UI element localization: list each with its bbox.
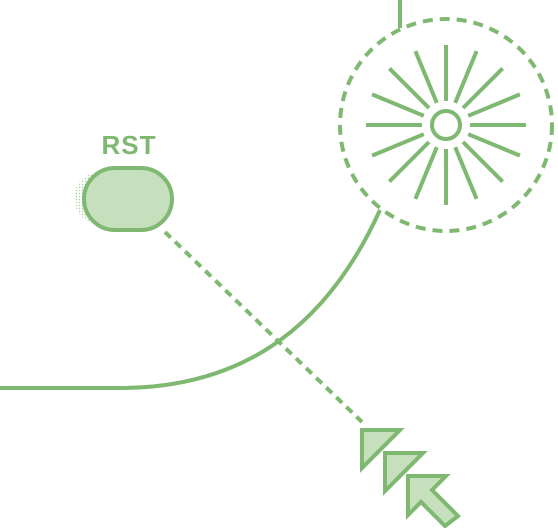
sun-ray <box>453 146 479 200</box>
rst-node-label: RST <box>102 130 157 160</box>
sun-ray <box>467 132 521 158</box>
sun-ray <box>371 92 425 118</box>
sun-icon <box>366 45 526 205</box>
sun-ray <box>467 92 521 118</box>
sun-ray <box>413 146 439 200</box>
sun-ray <box>461 66 505 110</box>
sun-ray <box>371 132 425 158</box>
curved-link <box>0 209 382 390</box>
dashed-circle <box>338 17 554 233</box>
cursor-arrow-icon <box>360 428 462 528</box>
sun-ray <box>461 140 505 184</box>
sun-ray <box>387 140 431 184</box>
dashed-link <box>163 230 364 424</box>
sun-ray <box>413 50 439 104</box>
sun-ray <box>453 50 479 104</box>
sun-ray <box>387 66 431 110</box>
rst-node <box>82 166 174 232</box>
